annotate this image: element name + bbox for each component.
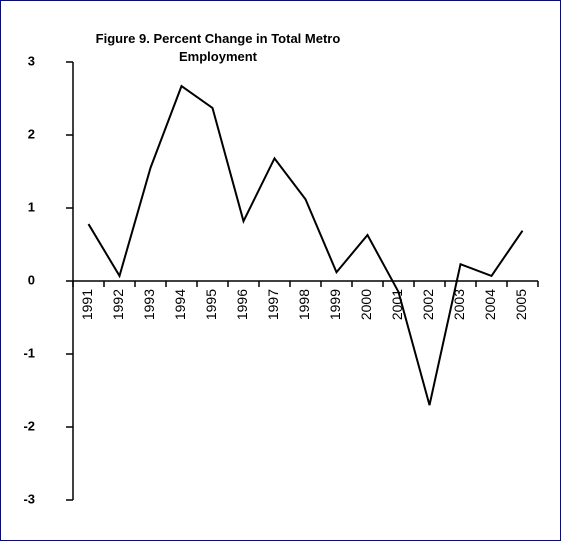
x-tick-label: 1996: [234, 289, 250, 320]
x-tick-label: 2005: [513, 289, 529, 320]
y-tick-label: -1: [23, 345, 35, 360]
y-tick-label: 3: [28, 53, 35, 68]
x-tick-label: 1991: [79, 289, 95, 320]
x-tick-label: 2004: [482, 289, 498, 320]
x-tick-label: 1995: [203, 289, 219, 320]
x-tick-label: 2001: [389, 289, 405, 320]
y-tick-label: 0: [28, 272, 35, 287]
x-tick-label: 1993: [141, 289, 157, 320]
x-tick-label: 1999: [327, 289, 343, 320]
y-tick-label: -2: [23, 418, 35, 433]
y-tick-label: 2: [28, 126, 35, 141]
y-tick-label: -3: [23, 491, 35, 506]
x-tick-label: 1997: [265, 289, 281, 320]
x-tick-label: 2003: [451, 289, 467, 320]
x-tick-label: 1992: [110, 289, 126, 320]
y-tick-label: 1: [28, 199, 35, 214]
x-tick-label: 2000: [358, 289, 374, 320]
line: [87, 84, 524, 406]
chart-title: Figure 9. Percent Change in Total Metro …: [95, 31, 341, 64]
x-tick-label: 1998: [296, 289, 312, 320]
x-tick-label: 2002: [420, 289, 436, 320]
x-tick-label: 1994: [172, 289, 188, 320]
